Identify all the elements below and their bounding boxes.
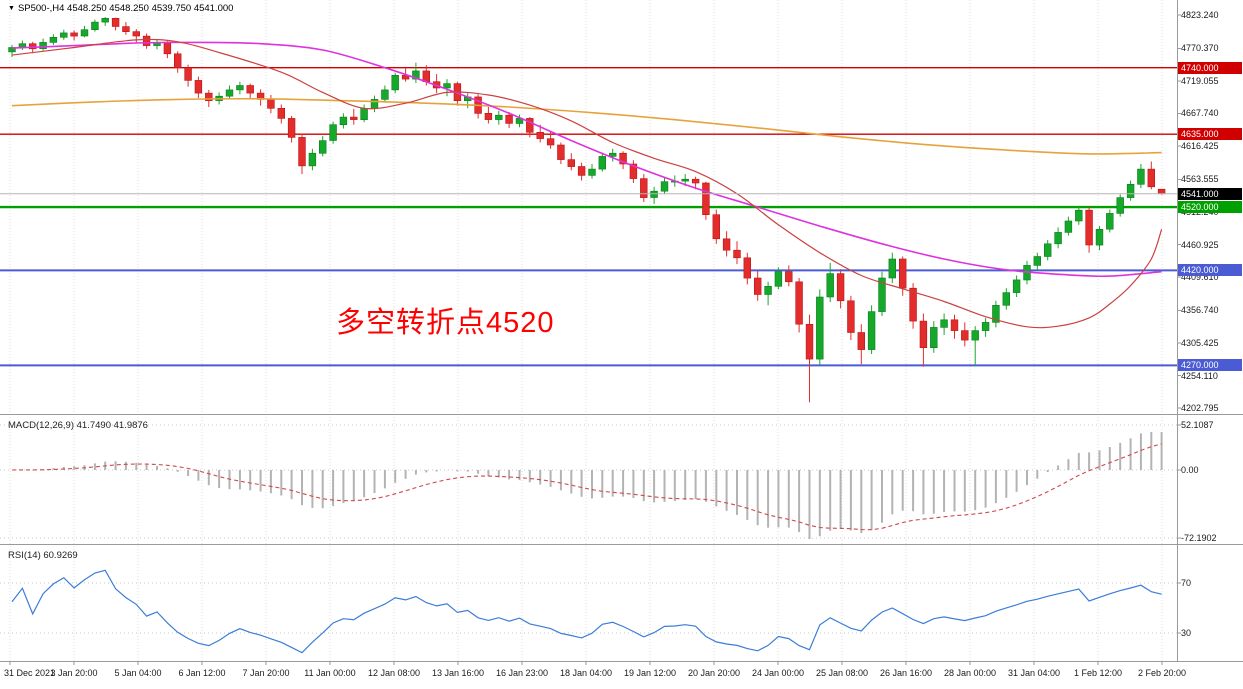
price-badge-4420.000: 4420.000 <box>1178 264 1242 276</box>
price-badge-4635.000: 4635.000 <box>1178 128 1242 140</box>
time-axis-label: 3 Jan 20:00 <box>50 668 98 678</box>
price-axis-label: 4305.425 <box>1181 338 1219 348</box>
rsi-axis-label: 70 <box>1181 578 1192 588</box>
price-axis-label: 4356.740 <box>1181 305 1219 315</box>
price-badge-4541.000: 4541.000 <box>1178 188 1242 200</box>
support-resistance-lines[interactable] <box>0 66 1177 367</box>
time-axis[interactable] <box>0 661 1243 689</box>
macd-axis-label: 0.00 <box>1181 465 1199 475</box>
time-axis-label: 7 Jan 20:00 <box>242 668 290 678</box>
time-axis-label: 1 Feb 12:00 <box>1073 668 1123 678</box>
time-axis-label: 13 Jan 16:00 <box>431 668 485 678</box>
price-axis-label: 4770.370 <box>1181 43 1219 53</box>
price-axis-label: 4563.555 <box>1181 174 1219 184</box>
price-axis-label: 4667.740 <box>1181 108 1219 118</box>
chart-symbol-icon: ▼ <box>8 5 15 12</box>
ma_magenta-line <box>11 41 1162 278</box>
price-badge-4740.000: 4740.000 <box>1178 62 1242 74</box>
macd-signal-line <box>11 443 1162 531</box>
time-axis-label: 5 Jan 04:00 <box>114 668 162 678</box>
price-axis-label: 4409.610 <box>1181 272 1219 282</box>
grid-lines <box>9 0 1163 661</box>
price-axis[interactable] <box>1177 0 1243 661</box>
time-axis-label: 28 Jan 00:00 <box>943 668 997 678</box>
ma_orange-line <box>11 97 1162 155</box>
price-axis-label: 4719.055 <box>1181 76 1219 86</box>
rsi-axis-label: 30 <box>1181 628 1192 638</box>
panel-borders <box>0 0 1243 665</box>
time-axis-label: 19 Jan 12:00 <box>623 668 677 678</box>
time-axis-label: 18 Jan 04:00 <box>559 668 613 678</box>
price-axis-label: 4823.240 <box>1181 10 1219 20</box>
annotation-text: 多空转折点4520 <box>336 307 555 339</box>
time-axis-label: 12 Jan 08:00 <box>367 668 421 678</box>
moving-averages <box>11 38 1163 329</box>
price-axis-label: 4616.425 <box>1181 141 1219 151</box>
price-axis-label: 4202.795 <box>1181 403 1219 413</box>
time-axis-label: 24 Jan 00:00 <box>751 668 805 678</box>
rsi-levels <box>0 582 1177 634</box>
macd-histogram <box>21 432 1163 539</box>
time-axis-label: 11 Jan 00:00 <box>304 668 356 678</box>
time-axis-label: 31 Jan 04:00 <box>1007 668 1061 678</box>
price-axis-label: 4460.925 <box>1181 240 1219 250</box>
time-axis-label: 16 Jan 23:00 <box>495 668 549 678</box>
time-axis-label: 31 Dec 2021 <box>4 668 56 678</box>
macd-indicator-label: MACD(12,26,9) 41.7490 41.9876 <box>8 420 148 431</box>
rsi-indicator-label: RSI(14) 60.9269 <box>8 550 78 561</box>
price-badge-4270.000: 4270.000 <box>1178 359 1242 371</box>
price-badge-4520.000: 4520.000 <box>1178 201 1242 213</box>
rsi-line <box>11 569 1162 654</box>
time-axis-label: 20 Jan 20:00 <box>687 668 741 678</box>
time-axis-label: 25 Jan 08:00 <box>815 668 869 678</box>
symbol-ohlc-text: SP500-,H4 4548.250 4548.250 4539.750 454… <box>17 3 234 14</box>
time-axis-label: 26 Jan 16:00 <box>879 668 933 678</box>
time-axis-label: 6 Jan 12:00 <box>178 668 226 678</box>
macd-axis-label: -72.1902 <box>1181 533 1217 543</box>
ma_red-line <box>11 38 1163 329</box>
price-axis-label: 4254.110 <box>1181 371 1218 381</box>
macd-axis-label: 52.1087 <box>1181 420 1214 430</box>
time-axis-label: 2 Feb 20:00 <box>1137 668 1187 678</box>
symbol-header: ▼ SP500-,H4 4548.250 4548.250 4539.750 45… <box>8 3 233 14</box>
